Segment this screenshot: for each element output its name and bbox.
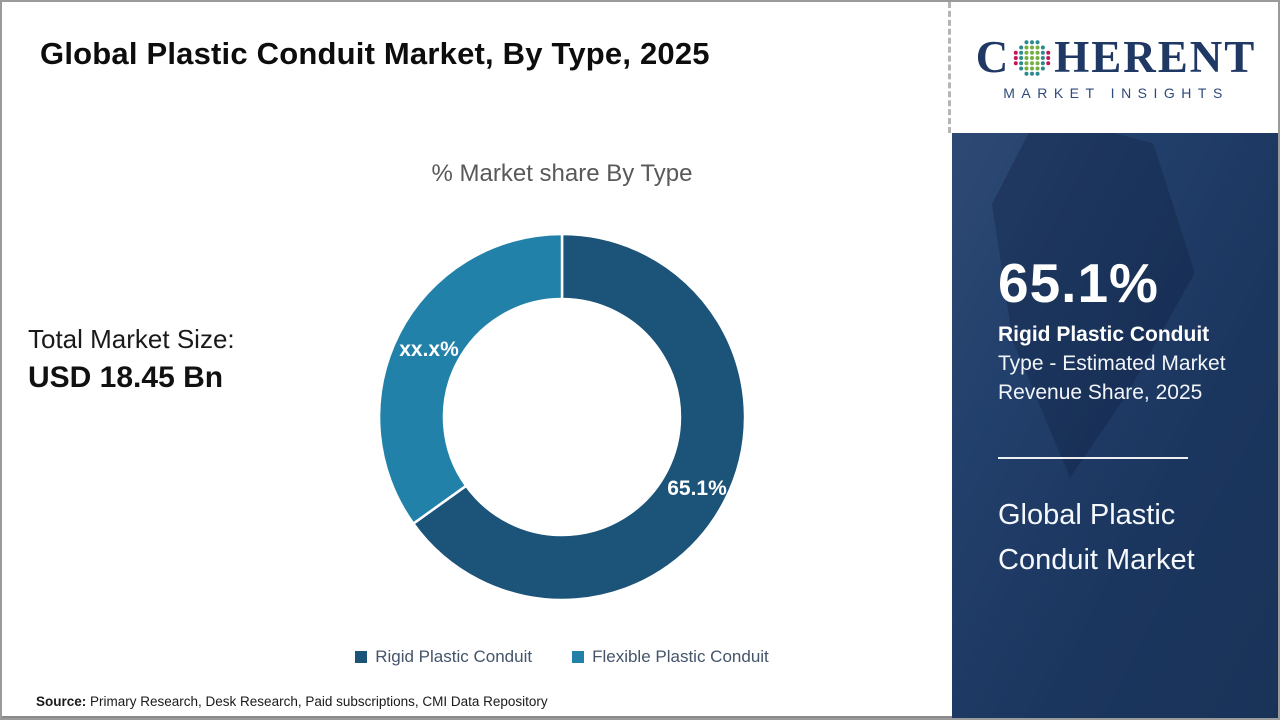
chart-legend: Rigid Plastic Conduit Flexible Plastic C… bbox=[242, 647, 882, 667]
sidebar-stat-description-bold: Rigid Plastic Conduit bbox=[998, 323, 1210, 346]
dotted-globe-icon bbox=[1013, 40, 1051, 76]
sidebar-market-name: Global Plastic Conduit Market bbox=[998, 499, 1195, 576]
sidebar-stat-value: 65.1% bbox=[998, 252, 1159, 314]
donut-chart-svg: 65.1% xx.x% bbox=[377, 232, 747, 602]
source-line: Source: Primary Research, Desk Research,… bbox=[36, 694, 548, 709]
sidebar-texture-gradient bbox=[952, 133, 1278, 718]
source-text: Primary Research, Desk Research, Paid su… bbox=[86, 694, 548, 709]
total-market-size-block: Total Market Size: USD 18.45 Bn bbox=[28, 324, 235, 395]
legend-label-flexible: Flexible Plastic Conduit bbox=[592, 647, 769, 666]
donut-chart: 65.1% xx.x% bbox=[362, 217, 762, 617]
sidebar-content: 65.1% Rigid Plastic Conduit Type - Estim… bbox=[952, 133, 1278, 718]
sidebar-panel: 65.1% Rigid Plastic Conduit Type - Estim… bbox=[952, 133, 1278, 718]
sidebar-stat-description-rest: Type - Estimated Market Revenue Share, 2… bbox=[998, 351, 1226, 404]
donut-slice-rigid bbox=[412, 232, 747, 602]
total-market-size-value: USD 18.45 Bn bbox=[28, 361, 224, 394]
bottom-rule bbox=[2, 716, 952, 718]
logo-letter-c: C bbox=[975, 31, 1011, 82]
legend-item-rigid: Rigid Plastic Conduit bbox=[355, 647, 532, 667]
legend-label-rigid: Rigid Plastic Conduit bbox=[375, 647, 533, 666]
sidebar-divider bbox=[998, 457, 1188, 459]
legend-swatch-flexible bbox=[572, 651, 585, 663]
total-market-size-label: Total Market Size: bbox=[28, 324, 235, 354]
logo-tagline: MARKET INSIGHTS bbox=[1003, 84, 1229, 101]
slice-label-rigid: 65.1% bbox=[667, 477, 727, 500]
source-label: Source: bbox=[36, 694, 87, 709]
logo-letters-herent: HERENT bbox=[1054, 31, 1257, 82]
slice-label-flexible: xx.x% bbox=[399, 338, 459, 361]
page-title: Global Plastic Conduit Market, By Type, … bbox=[40, 36, 710, 71]
legend-swatch-rigid bbox=[355, 651, 368, 663]
logo-wordmark: C HERENT bbox=[975, 31, 1257, 82]
chart-subtitle: % Market share By Type bbox=[431, 160, 693, 187]
donut-slice-flexible bbox=[377, 232, 564, 525]
sidebar-stat-description: Rigid Plastic Conduit Type - Estimated M… bbox=[998, 321, 1260, 408]
company-logo: C HERENT MARKET INSIGHTS bbox=[952, 2, 1278, 133]
dashed-divider bbox=[948, 2, 951, 133]
legend-item-flexible: Flexible Plastic Conduit bbox=[572, 647, 769, 667]
